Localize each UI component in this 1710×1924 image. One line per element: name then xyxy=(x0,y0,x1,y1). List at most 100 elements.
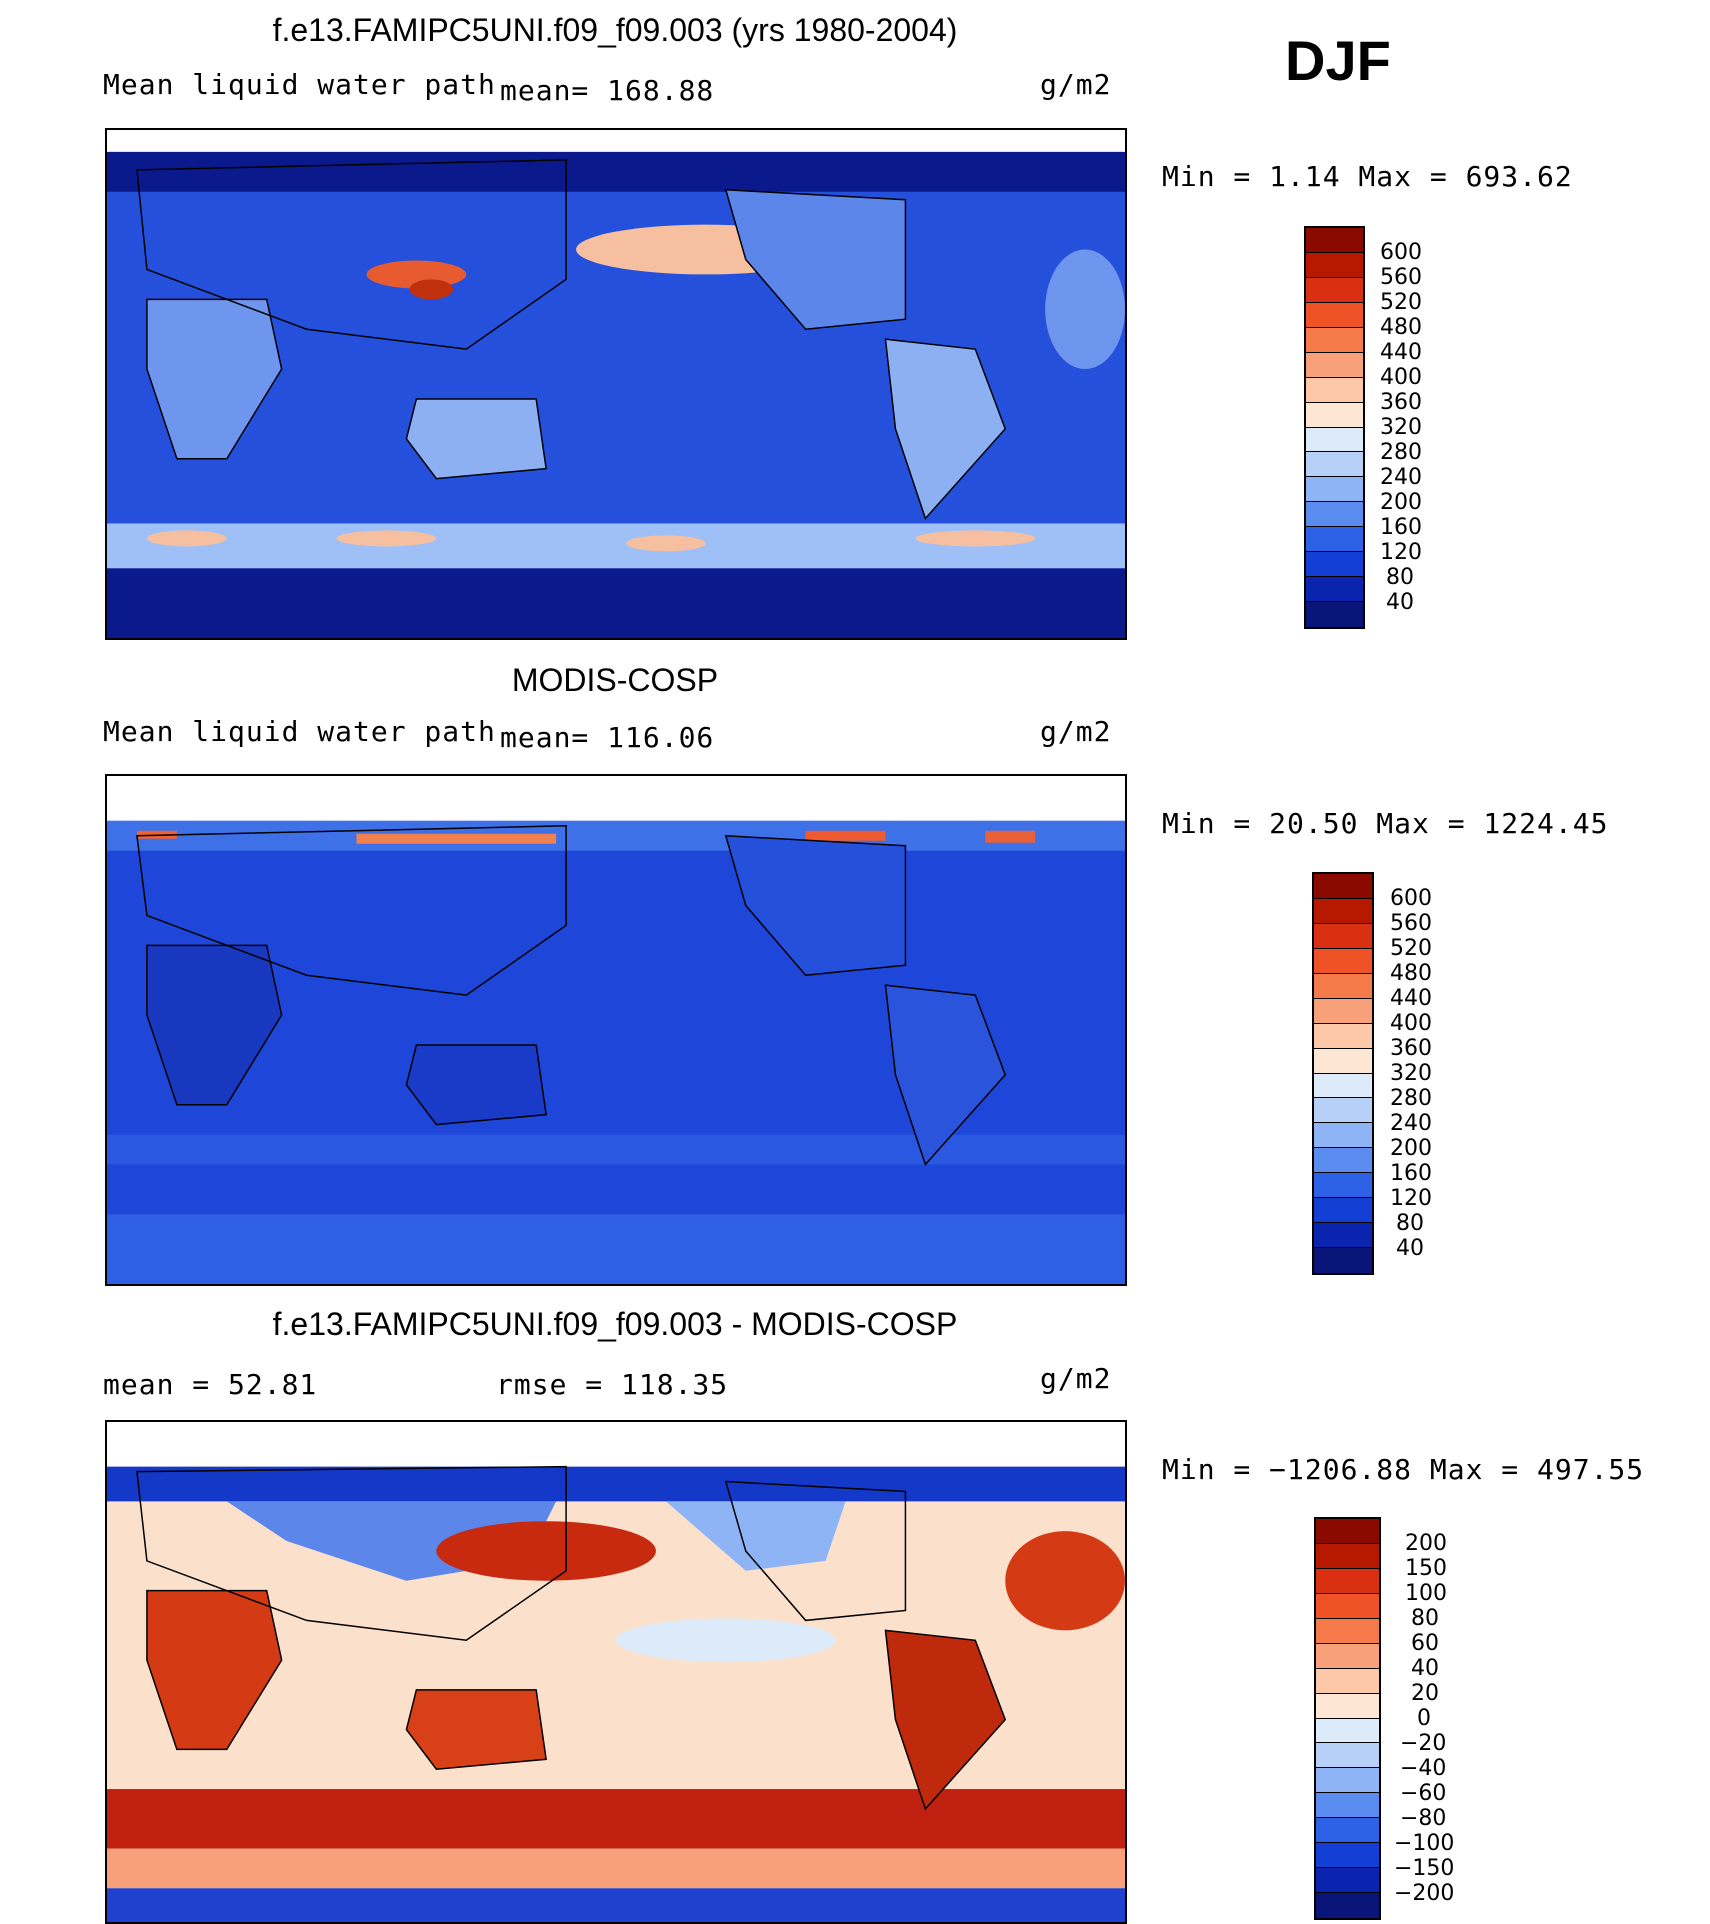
panel2-cbar-tick: 600 xyxy=(1390,886,1432,911)
panel1-minmax: Min = 1.14 Max = 693.62 xyxy=(1162,160,1573,193)
panel1-cbar-tick: 200 xyxy=(1380,490,1422,515)
panel1-colorbar-bin xyxy=(1306,602,1363,627)
panel2-colorbar-bin xyxy=(1314,998,1372,1024)
panel1-cbar-tick: 240 xyxy=(1380,465,1422,490)
panel1-units: g/m2 xyxy=(1040,68,1112,101)
panel3-colorbar-bin xyxy=(1316,1568,1379,1594)
panel3-map-svg xyxy=(107,1422,1125,1922)
panel2-colorbar-bin xyxy=(1314,1223,1372,1249)
panel3-colorbar-bin xyxy=(1316,1768,1379,1794)
panel1-colorbar-bin xyxy=(1306,327,1363,353)
panel1-cbar-tick: 80 xyxy=(1386,565,1414,590)
panel3-minmax: Min = −1206.88 Max = 497.55 xyxy=(1162,1453,1645,1486)
panel2-colorbar-bin xyxy=(1314,1173,1372,1199)
panel2-colorbar-bin xyxy=(1314,1123,1372,1149)
panel1-cbar-tick: 160 xyxy=(1380,515,1422,540)
panel3-cbar-tick: 200 xyxy=(1405,1531,1447,1556)
panel3-colorbar-bin xyxy=(1316,1593,1379,1619)
panel3-colorbar-bin xyxy=(1316,1843,1379,1869)
panel2-colorbar-bin xyxy=(1314,1073,1372,1099)
panel3-colorbar-bin xyxy=(1316,1668,1379,1694)
panel1-colorbar-bin xyxy=(1306,228,1363,253)
panel2-colorbar-bin xyxy=(1314,874,1372,899)
panel2-left-label: Mean liquid water path xyxy=(103,715,496,748)
panel1-cbar-tick: 280 xyxy=(1380,440,1422,465)
panel2-title: MODIS-COSP xyxy=(511,662,719,698)
panel2-colorbar-bin xyxy=(1314,898,1372,924)
panel1-colorbar-bin xyxy=(1306,377,1363,403)
panel1-title: f.e13.FAMIPC5UNI.f09_f09.003 (yrs 1980-2… xyxy=(272,12,958,48)
panel2-cbar-tick: 280 xyxy=(1390,1086,1432,1111)
panel1-left-label: Mean liquid water path xyxy=(103,68,496,101)
panel3-colorbar-bin xyxy=(1316,1893,1379,1918)
panel2-colorbar-bin xyxy=(1314,1023,1372,1049)
panel1-colorbar xyxy=(1304,226,1365,629)
panel3-cbar-tick: −60 xyxy=(1400,1781,1447,1806)
panel3-rmse-label: rmse = 118.35 xyxy=(496,1368,729,1401)
panel3-cbar-tick: 40 xyxy=(1411,1656,1439,1681)
panel3-colorbar-bin xyxy=(1316,1693,1379,1719)
panel3-map xyxy=(105,1420,1127,1924)
panel1-colorbar-bin xyxy=(1306,402,1363,428)
panel3-colorbar-bin xyxy=(1316,1868,1379,1894)
panel2-cbar-tick: 80 xyxy=(1396,1211,1424,1236)
panel3-units: g/m2 xyxy=(1040,1362,1112,1395)
season-label: DJF xyxy=(1285,29,1391,92)
panel3-colorbar-bin xyxy=(1316,1718,1379,1744)
panel2-minmax: Min = 20.50 Max = 1224.45 xyxy=(1162,807,1609,840)
panel2-colorbar xyxy=(1312,872,1374,1275)
panel3-cbar-tick: −100 xyxy=(1394,1831,1455,1856)
panel2-colorbar-bin xyxy=(1314,1048,1372,1074)
panel3-cbar-tick: 0 xyxy=(1417,1706,1431,1731)
panel2-map xyxy=(105,774,1127,1286)
panel2-cbar-tick: 320 xyxy=(1390,1061,1432,1086)
panel1-cbar-tick: 320 xyxy=(1380,415,1422,440)
panel2-colorbar-bin xyxy=(1314,923,1372,949)
panel1-cbar-tick: 360 xyxy=(1380,390,1422,415)
panel2-colorbar-bin xyxy=(1314,1198,1372,1224)
panel1-mean-label: mean= 168.88 xyxy=(500,74,715,107)
panel2-cbar-tick: 560 xyxy=(1390,911,1432,936)
panel3-cbar-tick: −80 xyxy=(1400,1806,1447,1831)
panel1-cbar-tick: 560 xyxy=(1380,265,1422,290)
panel2-units: g/m2 xyxy=(1040,715,1112,748)
panel3-cbar-tick: 150 xyxy=(1405,1556,1447,1581)
panel1-colorbar-bin xyxy=(1306,427,1363,453)
panel2-cbar-tick: 240 xyxy=(1390,1111,1432,1136)
panel2-cbar-tick: 520 xyxy=(1390,936,1432,961)
panel3-colorbar-bin xyxy=(1316,1519,1379,1544)
panel2-mean-label: mean= 116.06 xyxy=(500,721,715,754)
panel2-colorbar-bin xyxy=(1314,973,1372,999)
panel3-colorbar xyxy=(1314,1517,1381,1920)
panel2-cbar-tick: 400 xyxy=(1390,1011,1432,1036)
panel3-colorbar-bin xyxy=(1316,1643,1379,1669)
panel1-map xyxy=(105,128,1127,640)
panel1-cbar-tick: 440 xyxy=(1380,340,1422,365)
panel3-cbar-tick: 20 xyxy=(1411,1681,1439,1706)
panel2-cbar-tick: 200 xyxy=(1390,1136,1432,1161)
panel1-colorbar-bin xyxy=(1306,577,1363,603)
panel2-cbar-tick: 360 xyxy=(1390,1036,1432,1061)
panel1-cbar-tick: 400 xyxy=(1380,365,1422,390)
panel2-colorbar-bin xyxy=(1314,948,1372,974)
panel1-colorbar-bin xyxy=(1306,477,1363,503)
panel3-cbar-tick: 80 xyxy=(1411,1606,1439,1631)
panel3-colorbar-bin xyxy=(1316,1618,1379,1644)
panel1-colorbar-bin xyxy=(1306,352,1363,378)
panel3-title: f.e13.FAMIPC5UNI.f09_f09.003 - MODIS-COS… xyxy=(272,1306,958,1342)
panel1-colorbar-bin xyxy=(1306,277,1363,303)
panel1-colorbar-bin xyxy=(1306,302,1363,328)
panel1-colorbar-bin xyxy=(1306,552,1363,578)
panel1-cbar-tick: 480 xyxy=(1380,315,1422,340)
panel3-colorbar-bin xyxy=(1316,1818,1379,1844)
panel2-cbar-tick: 40 xyxy=(1396,1236,1424,1261)
panel2-colorbar-bin xyxy=(1314,1148,1372,1174)
panel1-cbar-tick: 520 xyxy=(1380,290,1422,315)
panel1-colorbar-bin xyxy=(1306,502,1363,528)
panel1-map-svg xyxy=(107,130,1125,638)
panel3-colorbar-bin xyxy=(1316,1793,1379,1819)
panel1-colorbar-bin xyxy=(1306,452,1363,478)
panel3-colorbar-bin xyxy=(1316,1543,1379,1569)
panel3-cbar-tick: −150 xyxy=(1394,1856,1455,1881)
panel1-cbar-tick: 120 xyxy=(1380,540,1422,565)
